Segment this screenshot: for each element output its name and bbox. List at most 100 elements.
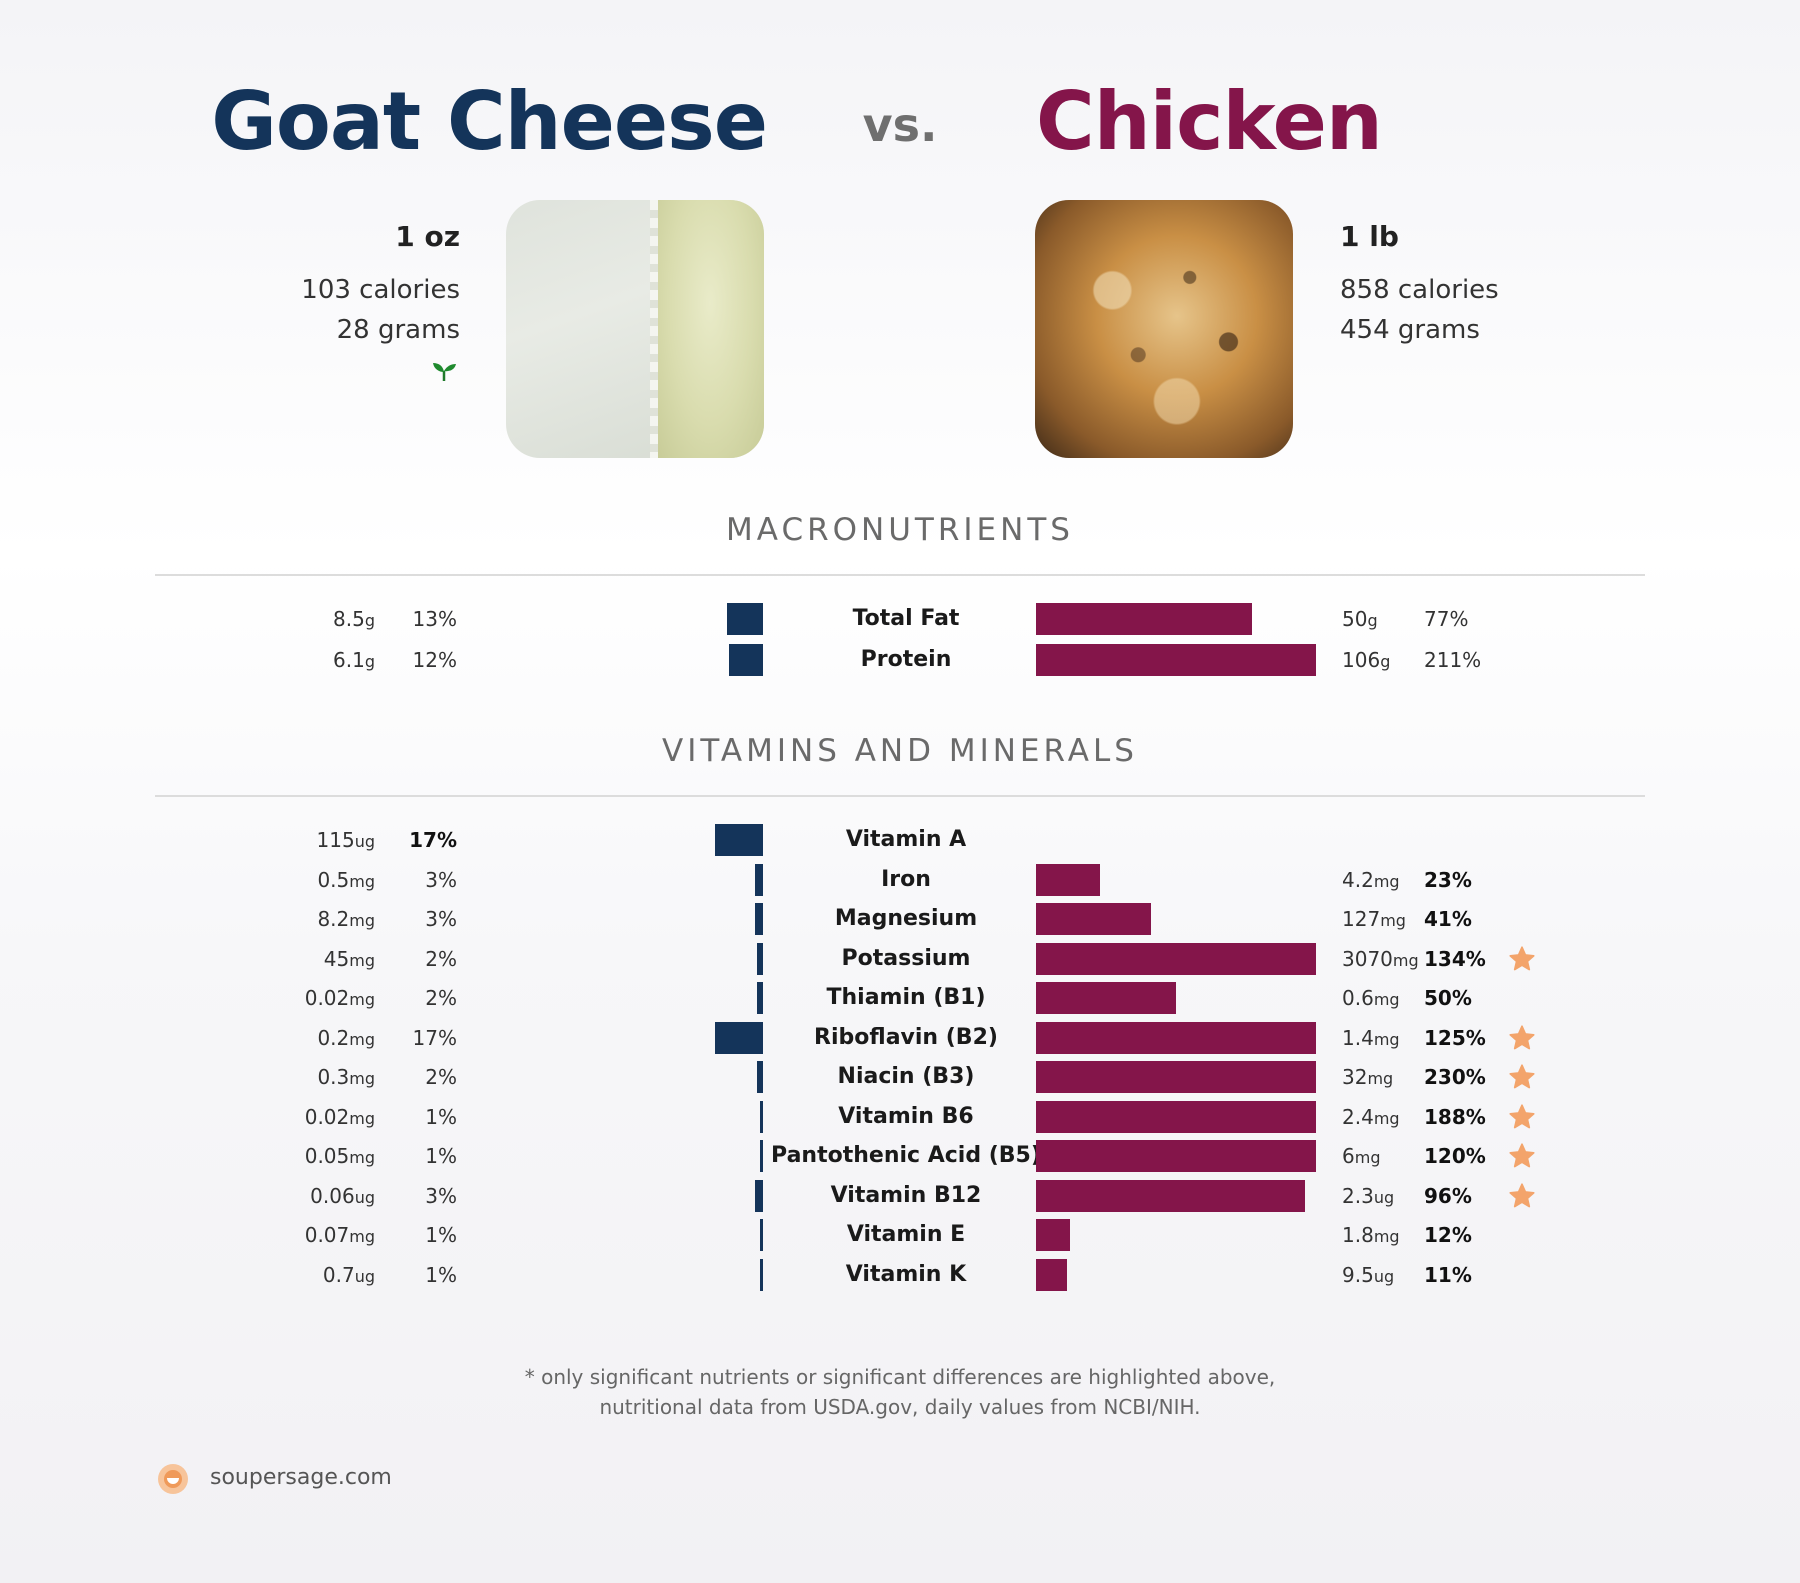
- right-amount-value: 3070: [1342, 946, 1393, 971]
- left-percent: 1%: [425, 1223, 457, 1247]
- nutrient-name: Total Fat: [852, 606, 960, 631]
- left-amount-unit: mg: [349, 911, 375, 930]
- right-amount-unit: g: [1380, 652, 1391, 671]
- right-percent: 50%: [1424, 986, 1472, 1010]
- left-bar: [754, 903, 763, 935]
- table-row: 0.3mg 2% Niacin (B3) 32mg 230%: [0, 1059, 1800, 1095]
- table-row: 0.02mg 1% Vitamin B6 2.4mg 188%: [0, 1099, 1800, 1135]
- right-bar: [1036, 1219, 1070, 1251]
- nutrient-name: Niacin (B3): [837, 1064, 975, 1089]
- left-bar: [757, 982, 763, 1014]
- right-amount: 32mg: [1342, 1059, 1393, 1097]
- site-link[interactable]: soupersage.com: [210, 1465, 392, 1490]
- left-bar: [757, 942, 763, 975]
- table-row: 115ug 17% Vitamin A: [0, 822, 1800, 858]
- right-amount-unit: mg: [1373, 1108, 1400, 1128]
- left-amount-unit: g: [364, 611, 375, 630]
- vitamins-divider: [155, 795, 1645, 797]
- left-bar: [715, 1021, 763, 1054]
- left-percent: 1%: [425, 1144, 457, 1168]
- left-food-title: Goat Cheese: [211, 75, 768, 168]
- left-percent: 2%: [425, 946, 457, 971]
- left-amount-unit: mg: [349, 1069, 375, 1088]
- macros-divider: [155, 574, 1645, 576]
- nutrient-name: Vitamin E: [846, 1222, 966, 1247]
- footnote-line-2: nutritional data from USDA.gov, daily va…: [599, 1395, 1201, 1419]
- right-amount-unit: mg: [1373, 1029, 1400, 1049]
- right-bar: [1036, 1258, 1067, 1291]
- sprout-icon: [433, 363, 456, 381]
- left-amount: 0.7ug: [323, 1257, 375, 1295]
- nutrient-name: Magnesium: [834, 906, 978, 931]
- right-amount-value: 0.6: [1342, 986, 1374, 1010]
- table-row: 0.5mg 3% Iron 4.2mg 23%: [0, 862, 1800, 898]
- right-amount-unit: ug: [1373, 1266, 1395, 1286]
- left-percent: 17%: [409, 828, 457, 852]
- left-amount-value: 0.02: [304, 1104, 350, 1129]
- right-percent: 211%: [1424, 648, 1482, 672]
- right-bar: [1036, 903, 1151, 935]
- footnote: * only significant nutrients or signific…: [0, 1362, 1800, 1422]
- left-bar: [726, 603, 763, 635]
- right-bar: [1036, 1179, 1305, 1212]
- left-amount-value: 0.07: [304, 1223, 350, 1247]
- left-bar: [760, 1258, 763, 1291]
- right-bar: [1036, 942, 1316, 975]
- right-amount-unit: mg: [1367, 1069, 1394, 1088]
- nutrient-name: Vitamin A: [845, 827, 967, 852]
- macronutrients-heading: MACRONUTRIENTS: [726, 512, 1074, 548]
- right-amount-value: 1.4: [1342, 1025, 1374, 1050]
- right-amount: 3070mg: [1342, 941, 1419, 979]
- left-amount: 0.02mg: [305, 980, 375, 1018]
- left-amount-value: 115: [316, 828, 355, 852]
- left-amount: 8.2mg: [317, 901, 375, 939]
- right-amount: 106g: [1342, 642, 1390, 680]
- left-bar: [715, 824, 763, 856]
- left-amount: 115ug: [317, 822, 375, 860]
- left-percent: 3%: [425, 867, 457, 892]
- right-percent: 230%: [1424, 1065, 1486, 1089]
- left-bar: [760, 1140, 763, 1172]
- right-amount-value: 9.5: [1342, 1262, 1374, 1287]
- left-amount: 0.3mg: [317, 1059, 375, 1097]
- left-amount-unit: ug: [354, 1266, 375, 1286]
- footnote-line-1: * only significant nutrients or signific…: [524, 1365, 1276, 1389]
- right-amount: 50g: [1342, 601, 1378, 639]
- left-percent: 17%: [412, 1025, 457, 1050]
- left-percent: 3%: [425, 1183, 457, 1208]
- right-percent: 188%: [1424, 1104, 1486, 1129]
- right-amount-unit: mg: [1392, 950, 1419, 970]
- right-amount-unit: g: [1367, 611, 1378, 630]
- table-row: 0.05mg 1% Pantothenic Acid (B5) 6mg 120%: [0, 1138, 1800, 1174]
- left-amount-value: 8.5: [333, 607, 365, 631]
- left-grams: 28 grams: [336, 315, 460, 345]
- right-amount: 2.4mg: [1342, 1099, 1400, 1137]
- right-bar: [1036, 1140, 1316, 1172]
- left-percent: 13%: [412, 607, 457, 631]
- left-amount-value: 6.1: [333, 648, 365, 672]
- left-amount-unit: mg: [349, 871, 375, 891]
- right-amount-value: 1.8: [1342, 1223, 1374, 1247]
- star-icon: [1509, 1143, 1535, 1168]
- right-amount: 4.2mg: [1342, 862, 1400, 900]
- nutrient-name: Vitamin B12: [830, 1182, 982, 1208]
- nutrient-name: Potassium: [841, 945, 971, 971]
- right-percent: 12%: [1424, 1223, 1472, 1247]
- right-amount-unit: mg: [1354, 1148, 1381, 1167]
- left-amount-unit: g: [364, 652, 375, 671]
- right-bar: [1036, 863, 1101, 896]
- left-amount-value: 0.02: [304, 986, 350, 1010]
- table-row: 0.06ug 3% Vitamin B12 2.3ug 96%: [0, 1178, 1800, 1214]
- table-row: 8.5g 13% Total Fat 50g 77%: [0, 601, 1800, 637]
- left-amount-unit: ug: [354, 832, 375, 851]
- star-icon: [1509, 1103, 1535, 1128]
- right-amount-value: 106: [1342, 648, 1381, 672]
- left-amount-unit: mg: [349, 950, 375, 970]
- right-bar: [1036, 1100, 1316, 1133]
- star-icon: [1509, 1182, 1535, 1207]
- soupersage-logo-icon: [158, 1464, 188, 1494]
- right-percent: 23%: [1424, 867, 1472, 892]
- chicken-photo: [1035, 200, 1293, 458]
- left-percent: 2%: [425, 1065, 457, 1089]
- right-amount-value: 2.3: [1342, 1183, 1374, 1208]
